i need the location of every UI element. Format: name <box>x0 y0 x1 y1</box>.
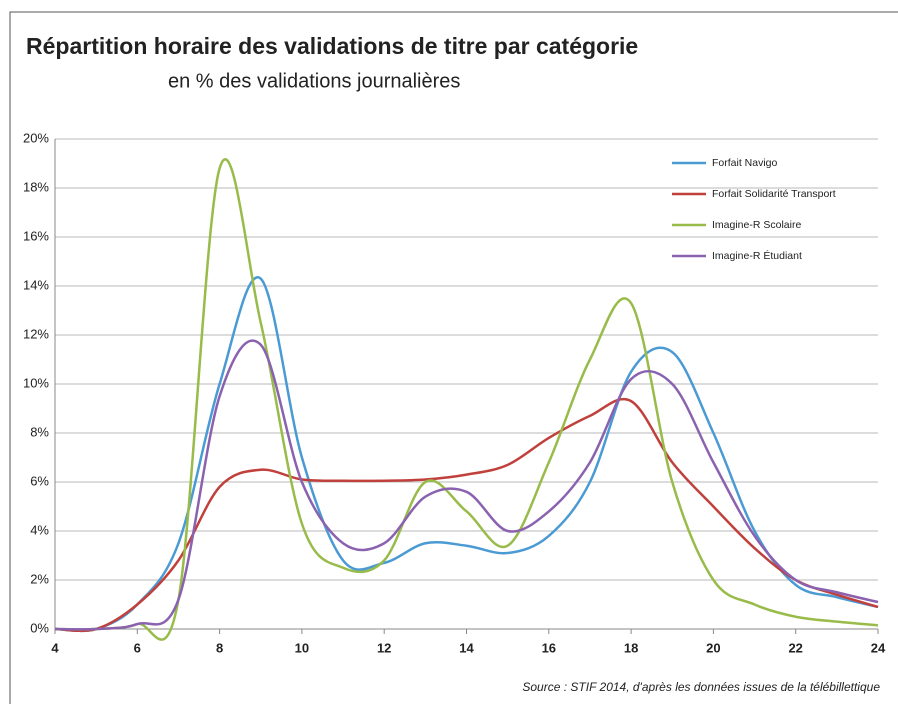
x-tick-label: 16 <box>542 640 556 655</box>
chart-subtitle: en % des validations journalières <box>168 70 460 92</box>
x-tick-label: 4 <box>51 640 59 655</box>
x-tick-label: 12 <box>377 640 391 655</box>
legend-label: Forfait Navigo <box>712 157 778 169</box>
x-tick-label: 6 <box>134 640 141 655</box>
frame <box>9 11 898 704</box>
legend-label: Forfait Solidarité Transport <box>712 188 836 200</box>
x-tick-label: 8 <box>216 640 223 655</box>
x-tick-label: 20 <box>706 640 720 655</box>
series-line <box>54 276 879 633</box>
series-line <box>54 158 879 641</box>
legend-label: Imagine-R Étudiant <box>712 249 802 262</box>
y-tick-label: 4% <box>30 522 49 537</box>
y-tick-label: 14% <box>23 277 49 292</box>
chart-title: Répartition horaire des validations de t… <box>26 33 638 59</box>
y-tick-label: 12% <box>23 326 49 341</box>
legend-label: Imagine-R Scolaire <box>712 219 801 231</box>
y-tick-label: 2% <box>30 571 49 586</box>
series-line <box>54 339 879 631</box>
series-line <box>54 398 879 633</box>
source: Source : STIF 2014, d'après les données … <box>522 680 880 694</box>
y-tick-label: 0% <box>30 620 49 635</box>
y-tick-label: 16% <box>23 228 49 243</box>
x-tick-label: 10 <box>295 640 309 655</box>
y-tick-label: 6% <box>30 473 49 488</box>
y-tick-label: 10% <box>23 375 49 390</box>
x-tick-label: 14 <box>459 640 474 655</box>
y-tick-label: 20% <box>23 130 49 145</box>
y-tick-label: 18% <box>23 179 49 194</box>
x-tick-label: 24 <box>871 640 886 655</box>
y-tick-label: 8% <box>30 424 49 439</box>
x-tick-label: 22 <box>788 640 802 655</box>
x-tick-label: 18 <box>624 640 638 655</box>
